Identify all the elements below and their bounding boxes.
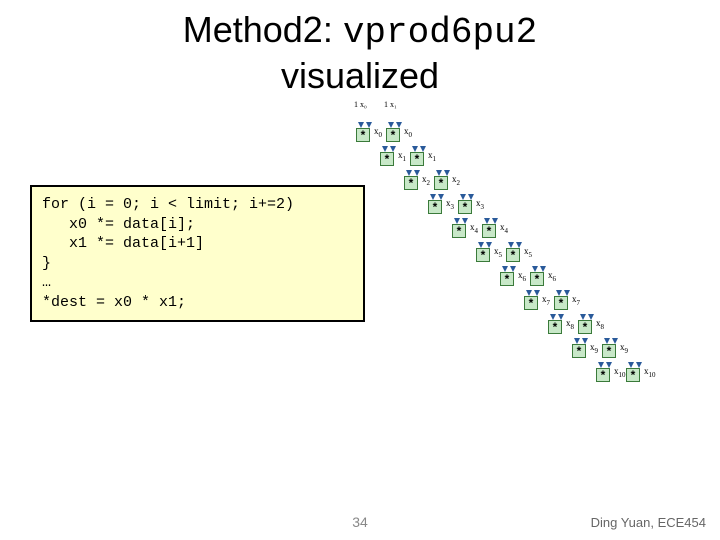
- title-prefix: Method2:: [183, 9, 343, 50]
- multiply-node: *: [500, 272, 514, 286]
- multiply-node: *: [356, 128, 370, 142]
- multiply-node: *: [452, 224, 466, 238]
- multiply-node: *: [602, 344, 616, 358]
- title-line2: visualized: [281, 55, 439, 96]
- multiply-node: *: [578, 320, 592, 334]
- code-block: for (i = 0; i < limit; i+=2) x0 *= data[…: [30, 185, 365, 322]
- multiply-node: *: [482, 224, 496, 238]
- dependency-diagram: 1 x₀*x0*x1*x2*x3*x4*x5*x6*x7*x8*x9*x101 …: [350, 108, 710, 468]
- mul-stage: * x10: [620, 348, 674, 390]
- multiply-node: *: [548, 320, 562, 334]
- multiply-node: *: [410, 152, 424, 166]
- slide-footer: Ding Yuan, ECE454: [591, 515, 706, 530]
- multiply-node: *: [458, 200, 472, 214]
- title-code: vprod6pu2: [343, 12, 537, 53]
- multiply-node: *: [434, 176, 448, 190]
- multiply-node: *: [476, 248, 490, 262]
- multiply-node: *: [386, 128, 400, 142]
- operand-label: x10: [644, 366, 656, 379]
- multiply-node: *: [596, 368, 610, 382]
- multiply-node: *: [428, 200, 442, 214]
- init-label: 1 x₀: [354, 100, 367, 109]
- multiply-node: *: [524, 296, 538, 310]
- multiply-node: *: [404, 176, 418, 190]
- slide-title: Method2: vprod6pu2 visualized: [0, 0, 720, 97]
- init-label: 1 x₁: [384, 100, 397, 109]
- multiply-node: *: [506, 248, 520, 262]
- multiply-node: *: [530, 272, 544, 286]
- multiply-node: *: [380, 152, 394, 166]
- multiply-node: *: [554, 296, 568, 310]
- multiply-node: *: [572, 344, 586, 358]
- multiply-node: *: [626, 368, 640, 382]
